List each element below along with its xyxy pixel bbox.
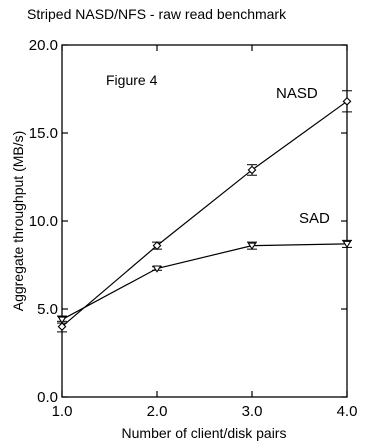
chart-title: Striped NASD/NFS - raw read benchmark bbox=[27, 6, 287, 22]
y-tick-label: 0.0 bbox=[37, 389, 58, 406]
y-tick-label: 10.0 bbox=[29, 213, 58, 230]
data-point-nasd bbox=[152, 241, 162, 251]
data-point-sad bbox=[152, 265, 162, 273]
data-point-nasd bbox=[247, 165, 257, 175]
series-label-sad: SAD bbox=[299, 210, 330, 227]
y-axis-label: Aggregate throughput (MB/s) bbox=[10, 131, 26, 312]
data-point-sad bbox=[57, 316, 67, 324]
x-tick-label: 1.0 bbox=[52, 403, 73, 420]
series-line-sad bbox=[61, 243, 348, 321]
y-tick-label: 5.0 bbox=[37, 301, 58, 318]
x-axis-label: Number of client/disk pairs bbox=[122, 425, 287, 441]
series-layer bbox=[57, 90, 352, 333]
y-axis: 0.0 5.0 10.0 15.0 20.0 bbox=[29, 37, 347, 406]
data-point-nasd bbox=[342, 96, 352, 106]
x-tick-label: 4.0 bbox=[337, 403, 358, 420]
data-point-sad bbox=[247, 242, 257, 250]
series-line-nasd bbox=[61, 100, 348, 328]
y-tick-label: 20.0 bbox=[29, 37, 58, 54]
series-label-nasd: NASD bbox=[276, 85, 318, 102]
x-tick-label: 2.0 bbox=[147, 403, 168, 420]
y-tick-label: 15.0 bbox=[29, 125, 58, 142]
figure-annotation: Figure 4 bbox=[106, 72, 158, 88]
data-point-sad bbox=[342, 240, 352, 249]
x-axis: 1.0 2.0 3.0 4.0 bbox=[52, 45, 358, 420]
x-tick-label: 3.0 bbox=[242, 403, 263, 420]
data-point-nasd bbox=[57, 322, 67, 331]
